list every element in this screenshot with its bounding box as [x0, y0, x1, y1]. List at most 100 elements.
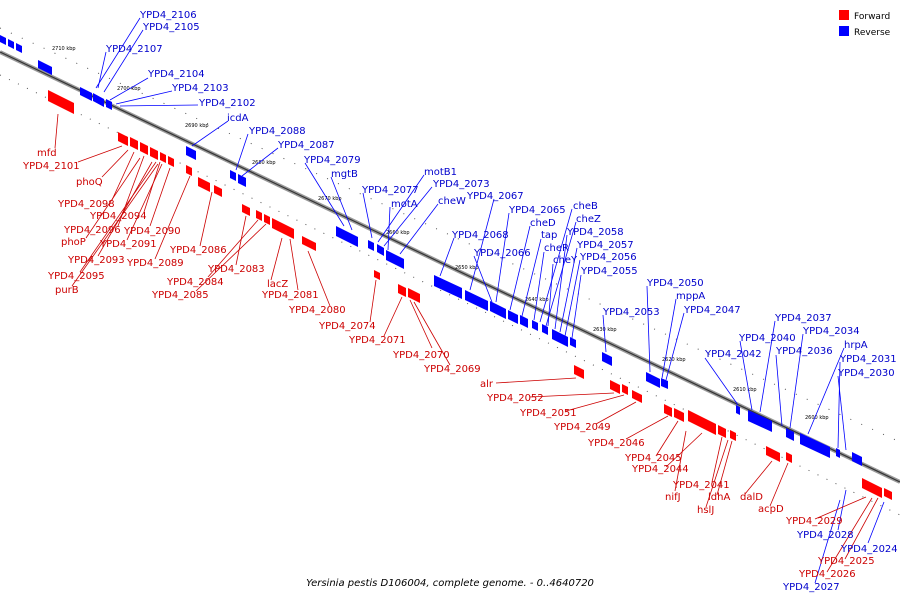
gene-arrow	[256, 210, 262, 221]
gene-label: YPD4_2070	[392, 350, 450, 361]
gene-label: YPD4_2067	[466, 191, 524, 202]
gene-arrow	[718, 425, 726, 438]
gene-label: cheW	[438, 196, 466, 207]
gene-label: YPD4_2027	[782, 582, 840, 593]
gene-label: mfd	[37, 148, 57, 159]
gene-label: YPD4_2106	[139, 10, 197, 21]
genome-backbone-core	[0, 51, 900, 483]
gene-label: YPD4_2102	[198, 98, 256, 109]
gene-label: YPD4_2030	[837, 368, 895, 379]
gene-arrow	[622, 384, 628, 395]
guide-track-inner	[0, 74, 900, 516]
gene-arrow	[490, 301, 506, 319]
gene-label: YPD4_2087	[277, 140, 335, 151]
gene-arrow	[852, 452, 862, 466]
gene-label: YPD4_2041	[672, 480, 730, 491]
gene-label: cheB	[573, 201, 598, 212]
gene-arrow	[336, 226, 358, 247]
gene-arrow	[8, 39, 14, 49]
gene-label: mppA	[676, 291, 705, 302]
gene-arrow	[93, 93, 104, 107]
gene-arrow	[186, 146, 196, 160]
gene-label: YPD4_2051	[519, 408, 577, 419]
tick-label: 2650 kbp	[455, 265, 479, 271]
gene-arrow	[884, 488, 892, 500]
tick-label: 2600 kbp	[805, 415, 829, 421]
legend-forward-swatch	[839, 10, 849, 20]
gene-label: nifJ	[665, 492, 681, 503]
gene-label: acpD	[758, 504, 784, 515]
gene-label: YPD4_2029	[785, 516, 843, 527]
gene-arrow	[766, 446, 780, 462]
gene-label: YPD4_2066	[473, 248, 531, 259]
forward-genes	[48, 90, 892, 500]
gene-arrow	[0, 35, 6, 45]
gene-label: YPD4_2056	[579, 252, 637, 263]
gene-arrow	[374, 270, 380, 280]
gene-arrow	[552, 329, 568, 347]
gene-label: YPD4_2050	[646, 278, 704, 289]
gene-label: YPD4_2089	[126, 258, 184, 269]
gene-arrow	[302, 236, 316, 251]
gene-label: YPD4_2026	[798, 569, 856, 580]
gene-arrow	[186, 165, 192, 176]
gene-arrow	[230, 170, 236, 181]
gene-arrow	[570, 337, 576, 348]
gene-label: YPD4_2079	[303, 155, 361, 166]
gene-label: cheR	[544, 243, 569, 254]
gene-arrow	[836, 448, 840, 458]
gene-arrow	[386, 250, 404, 269]
gene-arrow	[214, 185, 222, 197]
gene-label: YPD4_2031	[839, 354, 897, 365]
gene-arrow	[238, 174, 246, 187]
gene-label: tap	[541, 230, 557, 241]
gene-label: YPD4_2107	[105, 44, 163, 55]
gene-arrow	[264, 214, 270, 225]
gene-arrow	[434, 275, 462, 299]
gene-label: alr	[480, 379, 494, 390]
gene-label: YPD4_2080	[288, 305, 346, 316]
gene-label: YPD4_2068	[451, 230, 509, 241]
gene-label: YPD4_2077	[361, 185, 419, 196]
gene-arrow	[646, 372, 660, 388]
gene-label: phoQ	[76, 177, 103, 188]
legend: Forward Reverse	[839, 10, 891, 38]
gene-label: YPD4_2052	[486, 393, 544, 404]
tick-label: 2610 kbp	[733, 387, 757, 393]
gene-arrow	[16, 43, 22, 53]
legend-forward-label: Forward	[854, 12, 890, 22]
tick-label: 2690 kbp	[185, 123, 209, 129]
gene-label: YPD4_2065	[508, 205, 566, 216]
gene-label: YPD4_2044	[631, 464, 689, 475]
gene-label: hrpA	[844, 340, 868, 351]
tick-label: 2620 kbp	[662, 357, 686, 363]
gene-label: hslJ	[697, 505, 714, 516]
gene-label: YPD4_2085	[151, 290, 209, 301]
gene-label: YPD4_2025	[817, 556, 875, 567]
gene-arrow	[106, 99, 112, 110]
gene-arrow	[368, 240, 374, 251]
forward-labels: mfd YPD4_2101 phoQ YPD4_2098 YPD4_2094 Y…	[22, 148, 875, 580]
gene-label: lacZ	[267, 279, 288, 290]
gene-label: purB	[55, 285, 79, 296]
gene-label: YPD4_2037	[774, 313, 832, 324]
gene-label: YPD4_2101	[22, 161, 80, 172]
map-caption: Yersinia pestis D106004, complete genome…	[306, 578, 594, 589]
gene-arrow	[730, 430, 736, 441]
gene-arrow	[508, 310, 518, 324]
gene-arrow	[465, 290, 488, 311]
gene-label: YPD4_2096	[63, 225, 121, 236]
gene-arrow	[398, 284, 406, 297]
gene-label: YPD4_2047	[683, 305, 741, 316]
gene-arrow	[130, 137, 138, 150]
legend-reverse-swatch	[839, 26, 849, 36]
gene-label: YPD4_2042	[704, 349, 762, 360]
gene-label: YPD4_2093	[67, 255, 125, 266]
tick-label: 2630 kbp	[593, 327, 617, 333]
gene-label: ldhA	[708, 492, 730, 503]
gene-label: YPD4_2028	[796, 530, 854, 541]
gene-label: YPD4_2088	[248, 126, 306, 137]
gene-label: YPD4_2086	[169, 245, 227, 256]
gene-label: YPD4_2036	[775, 346, 833, 357]
